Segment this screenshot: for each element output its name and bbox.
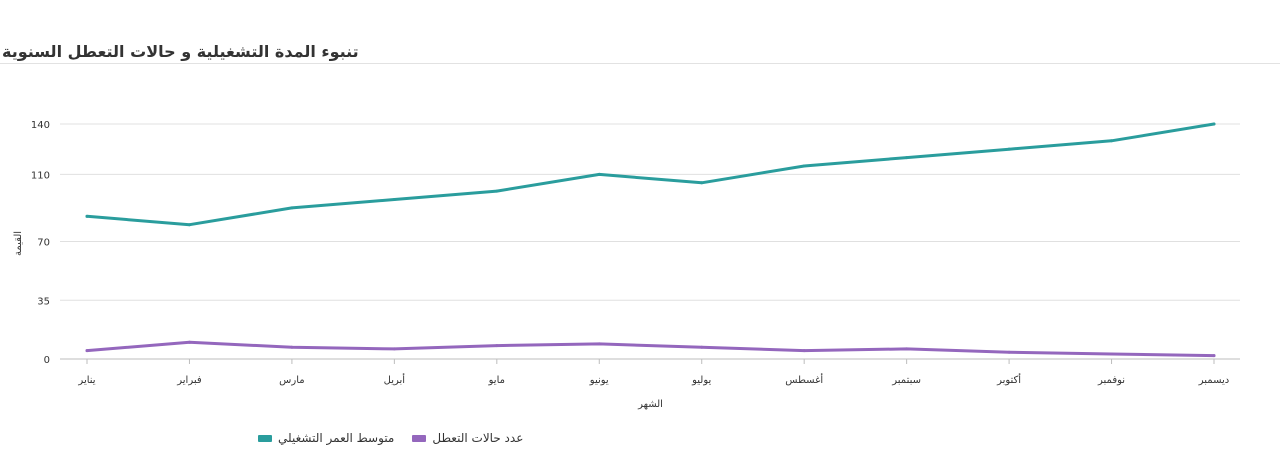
y-tick-labels: 0 35 70 110 140	[31, 120, 50, 366]
y-tick-label: 0	[44, 355, 50, 366]
data-point[interactable]	[1110, 139, 1114, 143]
data-point[interactable]	[495, 189, 499, 193]
y-tick-label: 70	[37, 238, 50, 249]
chart-header: تنبوء المدة التشغيلية و حالات التعطل الس…	[0, 0, 1280, 64]
data-point[interactable]	[290, 206, 294, 210]
x-tick-label: يونيو	[589, 375, 609, 386]
legend-item-operating-age[interactable]: متوسط العمر التشغيلي	[258, 431, 394, 445]
grid-lines	[60, 123, 1240, 360]
x-tick-label: أبريل	[384, 373, 406, 386]
data-point[interactable]	[700, 181, 704, 185]
data-point[interactable]	[802, 349, 806, 353]
data-point[interactable]	[700, 345, 704, 349]
y-axis-label: القيمة	[13, 231, 24, 256]
data-point[interactable]	[1007, 350, 1011, 354]
x-tick-label: أغسطس	[785, 373, 823, 386]
data-point[interactable]	[1212, 354, 1216, 358]
data-point[interactable]	[85, 349, 89, 353]
data-point[interactable]	[802, 164, 806, 168]
data-point[interactable]	[1110, 352, 1114, 356]
data-point[interactable]	[597, 172, 601, 176]
x-tick-labels: يناير فبراير مارس أبريل مايو يونيو يوليو أغسطس س…	[77, 359, 1229, 386]
data-point[interactable]	[392, 198, 396, 202]
data-point[interactable]	[905, 156, 909, 160]
legend-item-failures[interactable]: عدد حالات التعطل	[412, 431, 523, 445]
x-tick-label: أكتوبر	[996, 373, 1021, 386]
series-line-1[interactable]	[85, 340, 1216, 358]
x-tick-label: مايو	[488, 375, 505, 386]
x-tick-label: نوفمبر	[1097, 375, 1125, 386]
x-tick-label: يوليو	[691, 375, 711, 386]
data-point[interactable]	[290, 345, 294, 349]
x-axis-label: الشهر	[637, 399, 663, 410]
data-point[interactable]	[495, 344, 499, 348]
series-line-0[interactable]	[85, 122, 1216, 227]
legend-swatch-operating-age	[258, 434, 272, 442]
data-point[interactable]	[392, 347, 396, 351]
legend-label-failures: عدد حالات التعطل	[432, 431, 524, 445]
y-tick-label: 35	[37, 296, 50, 307]
chart-legend: متوسط العمر التشغيلي عدد حالات التعطل	[258, 431, 523, 445]
data-point[interactable]	[187, 223, 191, 227]
data-point[interactable]	[187, 340, 191, 344]
x-tick-label: فبراير	[176, 375, 202, 386]
x-tick-label: سبتمبر	[891, 375, 921, 386]
x-tick-label: مارس	[279, 375, 304, 386]
data-point[interactable]	[1007, 147, 1011, 151]
chart-title: تنبوء المدة التشغيلية و حالات التعطل الس…	[2, 42, 359, 61]
y-tick-label: 110	[31, 170, 50, 181]
legend-label-operating-age: متوسط العمر التشغيلي	[278, 431, 395, 445]
legend-swatch-failures	[412, 434, 427, 442]
y-tick-label: 140	[31, 120, 50, 131]
series-lines	[85, 122, 1216, 358]
data-point[interactable]	[85, 214, 89, 218]
data-point[interactable]	[1212, 122, 1216, 126]
x-tick-label: ديسمبر	[1198, 375, 1229, 386]
data-point[interactable]	[597, 342, 601, 346]
x-tick-label: يناير	[77, 375, 95, 386]
data-point[interactable]	[905, 347, 909, 351]
